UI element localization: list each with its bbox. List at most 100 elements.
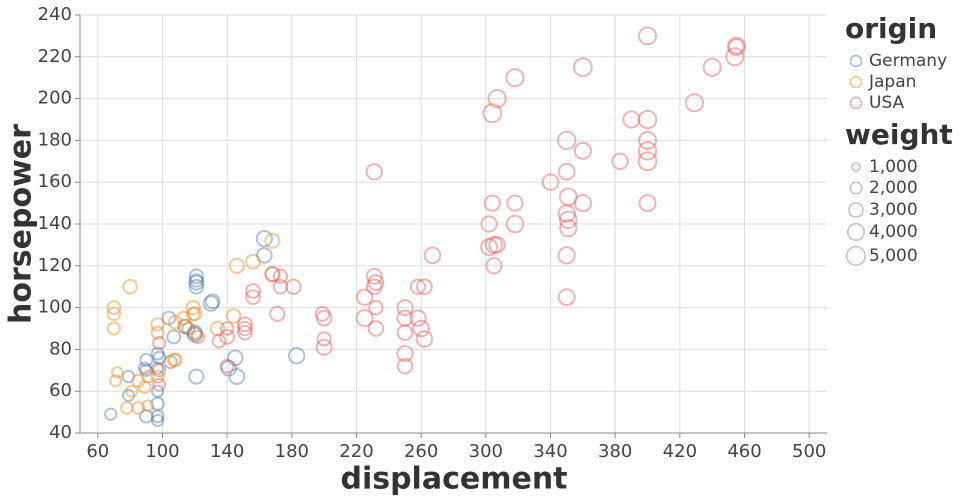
size-legend-title: weight bbox=[845, 118, 953, 151]
point bbox=[485, 257, 503, 275]
point bbox=[264, 266, 281, 283]
point bbox=[237, 324, 253, 341]
point bbox=[188, 368, 205, 385]
point bbox=[264, 266, 281, 283]
size-legend-label: 5,000 bbox=[869, 246, 918, 266]
point bbox=[219, 328, 236, 345]
y-tick-label: 40 bbox=[49, 422, 72, 443]
point bbox=[264, 232, 281, 249]
point bbox=[228, 257, 245, 274]
point bbox=[151, 361, 165, 375]
y-tick-label: 220 bbox=[38, 46, 72, 67]
point bbox=[506, 194, 524, 212]
point bbox=[110, 366, 124, 379]
point bbox=[219, 321, 235, 336]
point bbox=[189, 273, 204, 288]
point bbox=[168, 314, 183, 330]
point bbox=[487, 89, 507, 109]
point bbox=[559, 219, 578, 238]
point bbox=[365, 278, 383, 296]
point bbox=[557, 204, 576, 223]
point bbox=[168, 352, 183, 368]
point bbox=[139, 408, 154, 424]
x-axis-title: displacement bbox=[340, 462, 567, 497]
point bbox=[177, 318, 193, 335]
point bbox=[141, 399, 155, 413]
point bbox=[396, 309, 414, 327]
y-tick-label: 140 bbox=[38, 213, 72, 234]
point bbox=[150, 317, 165, 332]
point bbox=[245, 283, 261, 299]
y-axis-title: horsepower bbox=[4, 124, 39, 324]
x-tick-label: 60 bbox=[86, 441, 109, 462]
point bbox=[188, 268, 205, 284]
point bbox=[409, 278, 427, 295]
point bbox=[186, 326, 203, 343]
size-legend-label: 4,000 bbox=[869, 222, 918, 242]
size-legend-label: 1,000 bbox=[869, 157, 918, 177]
point bbox=[187, 306, 203, 322]
y-tick-label: 60 bbox=[49, 380, 72, 401]
point bbox=[365, 163, 383, 181]
point bbox=[482, 103, 503, 124]
color-legend-title: origin bbox=[845, 12, 937, 45]
x-tick-label: 300 bbox=[469, 441, 503, 462]
point bbox=[236, 316, 253, 333]
point bbox=[573, 57, 593, 78]
point bbox=[412, 319, 430, 338]
y-tick-label: 240 bbox=[38, 4, 72, 25]
point bbox=[122, 278, 138, 295]
size-legend-label: 2,000 bbox=[869, 178, 918, 198]
point bbox=[177, 318, 193, 335]
point bbox=[150, 396, 165, 411]
point bbox=[559, 210, 578, 230]
point bbox=[505, 214, 525, 234]
point bbox=[202, 295, 220, 312]
x-tick-label: 220 bbox=[339, 441, 373, 462]
point bbox=[488, 236, 506, 254]
point bbox=[150, 409, 165, 424]
point bbox=[228, 368, 246, 385]
point bbox=[409, 309, 427, 327]
point bbox=[483, 194, 501, 212]
point bbox=[396, 344, 414, 363]
point bbox=[137, 361, 152, 375]
point bbox=[423, 246, 442, 265]
point bbox=[558, 187, 578, 207]
point bbox=[150, 369, 165, 384]
point bbox=[484, 235, 503, 254]
point bbox=[139, 363, 154, 378]
point bbox=[269, 305, 286, 322]
point bbox=[622, 110, 641, 129]
point bbox=[219, 358, 235, 374]
point bbox=[121, 388, 136, 402]
x-tick-label: 140 bbox=[210, 441, 244, 462]
point bbox=[556, 130, 577, 151]
point bbox=[204, 293, 221, 310]
point bbox=[121, 369, 136, 384]
point bbox=[315, 309, 333, 327]
point bbox=[137, 380, 152, 394]
point bbox=[152, 377, 167, 392]
point bbox=[176, 310, 191, 326]
point bbox=[150, 325, 165, 340]
point bbox=[220, 359, 238, 377]
point bbox=[557, 288, 576, 307]
point bbox=[109, 374, 123, 388]
y-tick-label: 80 bbox=[49, 338, 72, 359]
point bbox=[120, 401, 134, 415]
point bbox=[728, 38, 745, 55]
point bbox=[367, 320, 385, 337]
point bbox=[150, 346, 165, 361]
point bbox=[188, 274, 205, 291]
point bbox=[365, 267, 383, 285]
point bbox=[637, 151, 658, 172]
point bbox=[396, 324, 414, 341]
x-tick-label: 500 bbox=[792, 441, 826, 462]
point bbox=[638, 194, 657, 213]
size-legend-symbol bbox=[846, 246, 866, 266]
point bbox=[505, 68, 525, 88]
point bbox=[573, 141, 592, 160]
point bbox=[255, 230, 273, 248]
